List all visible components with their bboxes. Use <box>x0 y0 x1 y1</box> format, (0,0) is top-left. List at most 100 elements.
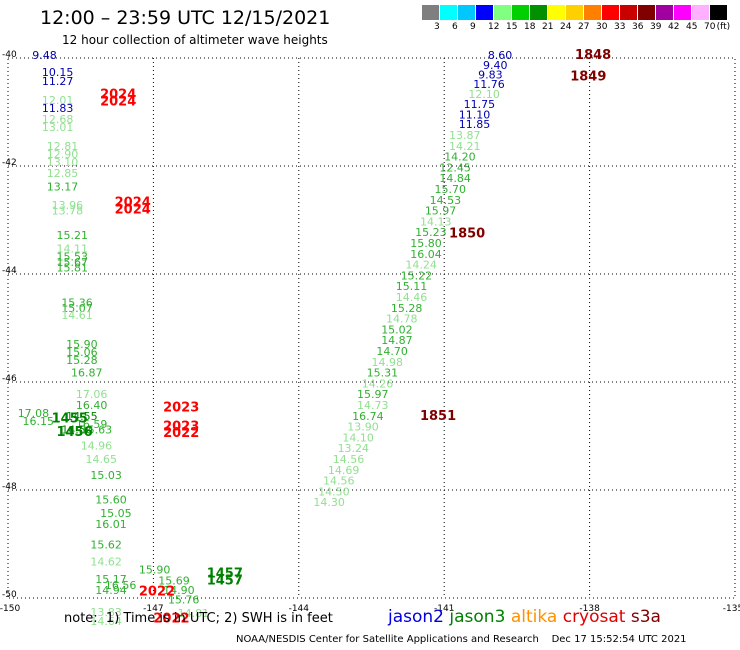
x-tick-label: -141 <box>434 604 454 614</box>
wave-height-label: 12.81 <box>47 140 78 153</box>
time-label: 1850 <box>449 226 485 241</box>
time-label: 2024 <box>100 95 136 110</box>
wave-height-label: 11.83 <box>42 102 74 115</box>
color-scale-tick: 27 <box>578 22 590 32</box>
wave-height-label: 14.64 <box>90 615 122 628</box>
x-tick-label: -147 <box>143 604 163 614</box>
wave-height-label: 15.06 <box>66 346 98 359</box>
wave-height-label: 14.87 <box>381 334 413 347</box>
wave-height-label: 15.63 <box>81 423 113 436</box>
wave-height-label: 17.06 <box>76 388 108 401</box>
wave-height-label: 12.90 <box>47 148 78 161</box>
wave-height-label: 14.98 <box>372 356 404 369</box>
color-swatch <box>692 5 709 20</box>
wave-height-label: 15.36 <box>61 296 93 309</box>
wave-height-label: 12.85 <box>47 167 78 180</box>
time-label: 2024 <box>115 203 151 218</box>
color-scale-tick: 36 <box>632 22 644 32</box>
wave-height-label: 9.40 <box>483 59 508 72</box>
wave-height-label: 14.53 <box>430 194 462 207</box>
wave-height-label: 15.97 <box>357 388 389 401</box>
time-label: 2022 <box>163 426 199 441</box>
time-labels: 2024202420242024202320232022202220221457… <box>52 48 612 626</box>
page-title: 12:00 – 23:59 UTC 12/15/2021 <box>40 7 331 29</box>
color-scale-tick: 3 <box>434 22 440 32</box>
wave-height-label: 15.76 <box>168 593 200 606</box>
wave-height-label: 14.90 <box>163 584 195 597</box>
plot-frame <box>7 57 736 599</box>
color-swatch <box>710 5 727 20</box>
wave-height-label: 14.73 <box>357 399 389 412</box>
wave-height-label: 17.08 <box>18 407 50 420</box>
wave-height-label: 13.90 <box>347 421 379 434</box>
wave-height-label: 14.78 <box>386 313 418 326</box>
wave-height-label: 15.23 <box>415 226 447 239</box>
y-tick-label: -46 <box>2 374 17 384</box>
wave-height-label: 15.11 <box>396 280 428 293</box>
wave-height-label: 15.97 <box>425 205 457 218</box>
y-tick-label: -50 <box>2 590 17 600</box>
wave-height-label: 15.62 <box>90 538 122 551</box>
wave-height-label: 12.01 <box>42 94 74 107</box>
satellite-name: jason2 <box>388 607 450 627</box>
y-tick-label: -40 <box>2 50 17 60</box>
time-label: 2024 <box>100 88 136 103</box>
color-scale-tick: 12 <box>488 22 500 32</box>
color-swatch <box>584 5 601 20</box>
color-swatch <box>638 5 655 20</box>
wave-height-label: 15.90 <box>66 338 98 351</box>
wave-height-label: 15.22 <box>401 269 433 282</box>
time-label: 2024 <box>115 196 151 211</box>
time-label: 1849 <box>570 70 606 85</box>
wave-height-label: 15.67 <box>56 256 88 269</box>
satellite-name: altika <box>510 607 563 627</box>
color-scale-tick: 18 <box>524 22 536 32</box>
color-swatch <box>494 5 511 20</box>
color-swatch <box>512 5 529 20</box>
wave-height-label: 13.24 <box>338 442 370 455</box>
color-swatch <box>458 5 475 20</box>
color-swatch <box>530 5 547 20</box>
wave-height-label: 14.13 <box>420 215 452 228</box>
wave-height-label: 16.59 <box>76 418 108 431</box>
color-scale-tick: 45 <box>686 22 698 32</box>
wave-height-label: 12.45 <box>439 161 471 174</box>
wave-height-label: 15.31 <box>367 367 399 380</box>
color-swatch <box>566 5 583 20</box>
wave-height-label: 15.28 <box>391 302 423 315</box>
wave-height-label: 12.68 <box>42 113 74 126</box>
wave-height-label: 15.17 <box>95 573 127 586</box>
wave-height-label: 14.65 <box>86 453 118 466</box>
color-scale-tick: 30 <box>596 22 608 32</box>
y-tick-label: -44 <box>2 266 17 276</box>
wave-height-label: 14.61 <box>61 309 93 322</box>
wave-height-label: 15.07 <box>61 302 93 315</box>
color-scale-tick: 42 <box>668 22 680 32</box>
y-tick-label: -42 <box>2 158 17 168</box>
wave-height-label: 15.03 <box>90 469 122 482</box>
wave-height-label: 15.53 <box>56 251 88 264</box>
x-tick-label: -138 <box>579 604 600 614</box>
x-tick-label: -150 <box>0 604 20 614</box>
wave-height-label: 13.83 <box>90 606 122 619</box>
time-label: 1851 <box>420 409 456 424</box>
time-label: 2022 <box>139 584 175 599</box>
wave-height-label: 13.10 <box>47 156 78 169</box>
wave-height-label: 9.83 <box>478 69 503 82</box>
footnote: note: 1) Time is in UTC; 2) SWH is in fe… <box>64 611 333 626</box>
wave-height-label: 15.70 <box>435 183 467 196</box>
wave-height-label: 16.56 <box>105 579 137 592</box>
color-swatch <box>656 5 673 20</box>
time-label: 1848 <box>575 48 611 63</box>
color-scale-tick: (ft) <box>716 22 731 32</box>
wave-height-label: 15.21 <box>56 229 88 242</box>
color-scale-tick: 24 <box>560 22 572 32</box>
wave-height-label: 14.46 <box>396 291 428 304</box>
wave-height-label: 14.56 <box>333 453 365 466</box>
x-tick-label: -144 <box>289 604 310 614</box>
wave-height-label: 16.04 <box>410 248 442 261</box>
wave-height-label: 16.01 <box>95 518 127 531</box>
time-label: 2022 <box>153 611 189 626</box>
wave-height-label: 14.20 <box>444 151 476 164</box>
time-label: 1457 <box>207 566 243 581</box>
